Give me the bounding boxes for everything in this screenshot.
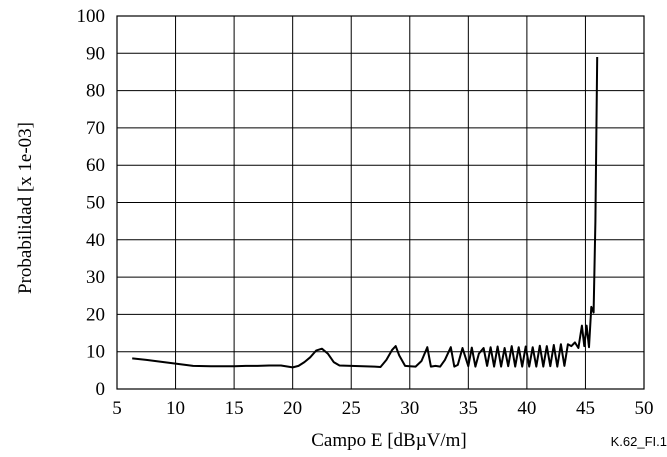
figure-id: K.62_FI.1 xyxy=(611,434,667,449)
x-tick-label: 50 xyxy=(635,398,654,419)
x-axis-ticks: 5 10 15 20 25 30 35 40 45 50 xyxy=(112,398,653,419)
y-axis-label: Probabilidad [x 1e-03] xyxy=(15,122,36,294)
y-tick-label: 0 xyxy=(96,379,106,400)
y-axis-ticks: 0 10 20 30 40 50 60 70 80 90 100 xyxy=(77,6,106,400)
series-line xyxy=(132,56,599,369)
x-tick-label: 25 xyxy=(342,398,361,419)
x-axis-label: Campo E [dBµV/m] xyxy=(311,430,467,451)
y-tick-label: 10 xyxy=(86,342,105,363)
y-tick-label: 20 xyxy=(86,304,105,325)
y-tick-label: 90 xyxy=(86,43,105,64)
x-tick-label: 35 xyxy=(459,398,478,419)
y-tick-label: 30 xyxy=(86,267,105,288)
y-tick-label: 50 xyxy=(86,193,105,214)
x-tick-label: 40 xyxy=(517,398,536,419)
y-tick-label: 100 xyxy=(77,6,106,27)
y-tick-label: 60 xyxy=(86,155,105,176)
x-tick-label: 15 xyxy=(225,398,244,419)
y-tick-label: 80 xyxy=(86,81,105,102)
x-tick-label: 10 xyxy=(166,398,185,419)
x-tick-label: 5 xyxy=(112,398,122,419)
x-tick-label: 45 xyxy=(576,398,595,419)
grid-lines xyxy=(117,16,644,389)
x-tick-label: 20 xyxy=(283,398,302,419)
y-tick-label: 40 xyxy=(86,230,105,251)
y-tick-label: 70 xyxy=(86,118,105,139)
x-tick-label: 30 xyxy=(400,398,419,419)
plot-frame xyxy=(116,15,645,390)
